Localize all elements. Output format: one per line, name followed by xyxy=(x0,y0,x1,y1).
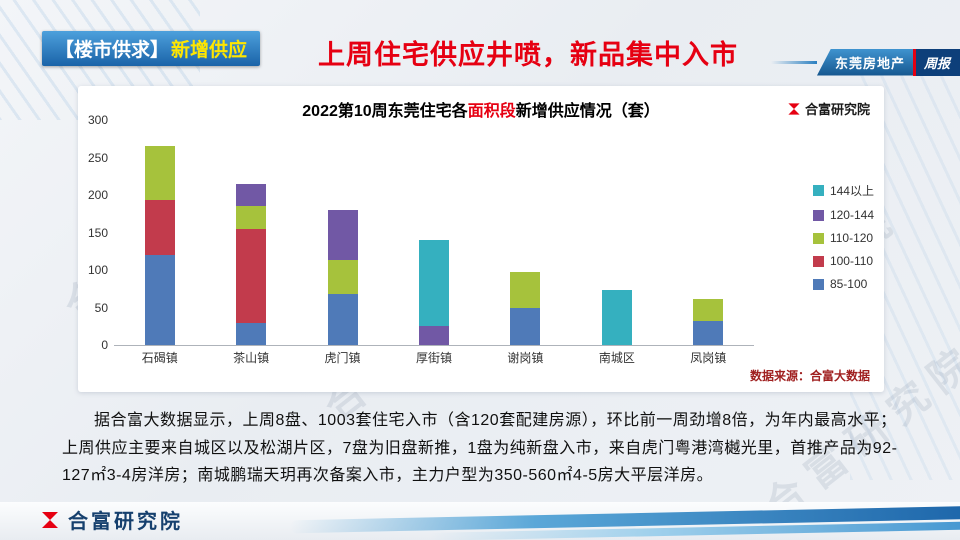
legend-swatch-icon xyxy=(812,185,824,196)
bar-stack xyxy=(327,210,358,345)
bar-stack xyxy=(418,240,449,345)
y-tick-label: 0 xyxy=(101,338,108,352)
ribbon-brand-label: 东莞房地产 xyxy=(816,48,913,76)
bar-segment xyxy=(418,240,449,327)
legend-swatch-icon xyxy=(812,232,824,244)
legend-item: 85-100 xyxy=(812,277,874,291)
footer-logo: 合富研究院 xyxy=(40,505,183,534)
topic-highlight-label: 新增供应 xyxy=(171,40,248,61)
bar-segment xyxy=(144,200,175,255)
legend-label: 85-100 xyxy=(829,277,868,291)
legend-swatch-icon xyxy=(812,255,824,267)
legend-item: 144以上 xyxy=(812,182,874,199)
x-tick-label: 虎门镇 xyxy=(324,351,361,365)
x-tick-label: 凤岗镇 xyxy=(690,351,727,365)
bar-stack xyxy=(693,298,724,345)
hefu-bowtie-icon xyxy=(42,511,58,528)
footer-bar: 合富研究院 xyxy=(0,502,960,540)
page-title: 上周住宅供应井喷，新品集中入市 xyxy=(318,40,738,70)
y-tick-label: 200 xyxy=(87,188,108,202)
legend: 144以上 120-144 110-120 100-110 85-100 xyxy=(812,182,874,291)
legend-item: 110-120 xyxy=(812,231,874,245)
chart-title: 2022第10周东莞住宅各面积段新增供应情况（套） xyxy=(78,97,884,121)
topic-box: 【楼市供求】 新增供应 xyxy=(42,31,261,66)
legend-label: 144以上 xyxy=(829,184,874,198)
bar-column xyxy=(114,120,205,345)
x-axis-labels: 石碣镇 茶山镇 虎门镇 厚街镇 谢岗镇 南城区 凤岗镇 xyxy=(114,349,754,366)
hefu-logo-label: 合富研究院 xyxy=(804,102,870,117)
x-tick-label: 谢岗镇 xyxy=(507,351,544,365)
chart-panel: 2022第10周东莞住宅各面积段新增供应情况（套） 合富研究院 0 50 100 15… xyxy=(78,86,884,392)
x-tick-label: 茶山镇 xyxy=(233,351,270,365)
bar-column xyxy=(388,120,479,345)
legend-swatch-icon xyxy=(812,278,824,290)
legend-label: 120-144 xyxy=(829,208,874,222)
ribbon-badge-label: 周报 xyxy=(912,48,960,76)
bar-column xyxy=(205,120,296,345)
y-tick-label: 50 xyxy=(94,300,108,315)
y-tick-label: 100 xyxy=(87,263,108,277)
bar-segment xyxy=(510,307,541,345)
bar-segment xyxy=(144,146,175,201)
y-tick-label: 300 xyxy=(87,113,108,127)
hefu-bowtie-icon xyxy=(788,102,800,115)
bar-segment xyxy=(236,322,267,345)
hefu-logo: 合富研究院 xyxy=(787,99,870,118)
bar-column xyxy=(480,120,571,345)
y-tick-label: 250 xyxy=(87,150,108,165)
chart-title-highlight: 面积段 xyxy=(467,103,516,120)
data-source-note: 数据来源：合富大数据 xyxy=(749,369,870,383)
bar-segment xyxy=(327,210,358,261)
bar-column xyxy=(297,120,388,345)
x-tick-label: 厚街镇 xyxy=(415,351,452,365)
bar-segment xyxy=(418,326,449,345)
footer-logo-label: 合富研究院 xyxy=(68,511,183,533)
bar-segment xyxy=(510,271,541,308)
bar-segment xyxy=(327,294,358,345)
y-axis: 0 50 100 150 200 250 300 xyxy=(78,113,108,352)
bar-stack xyxy=(236,183,267,345)
bar-segment xyxy=(236,206,267,229)
chart-title-prefix: 2022第10周东莞住宅各 xyxy=(302,103,468,120)
chart-title-suffix: 新增供应情况（套） xyxy=(515,103,660,120)
legend-item: 120-144 xyxy=(812,208,874,222)
bar-segment xyxy=(327,260,358,294)
bar-segment xyxy=(236,228,267,323)
bar-segment xyxy=(693,321,724,345)
bar-stack xyxy=(510,271,541,345)
bar-segment xyxy=(693,298,724,321)
bar-segment xyxy=(601,290,632,345)
bar-segment xyxy=(144,255,175,345)
bar-column xyxy=(571,120,662,345)
brand-ribbon: 东莞房地产 周报 xyxy=(770,48,960,76)
bar-stack xyxy=(601,290,632,345)
bar-segment xyxy=(236,183,267,207)
legend-label: 100-110 xyxy=(829,254,874,268)
summary-paragraph: 据合富大数据显示，上周8盘、1003套住宅入市（含120套配建房源），环比前一周… xyxy=(62,412,898,485)
bar-stack xyxy=(144,146,175,345)
topic-bracket-label: 【楼市供求】 xyxy=(55,40,170,61)
plot-area xyxy=(114,120,754,346)
ribbon-line-decoration xyxy=(770,60,817,64)
legend-item: 100-110 xyxy=(812,254,874,268)
legend-swatch-icon xyxy=(812,209,824,221)
x-tick-label: 南城区 xyxy=(598,351,635,365)
y-tick-label: 150 xyxy=(87,225,108,240)
legend-label: 110-120 xyxy=(829,231,874,245)
x-tick-label: 石碣镇 xyxy=(141,351,178,365)
bar-column xyxy=(663,120,754,345)
